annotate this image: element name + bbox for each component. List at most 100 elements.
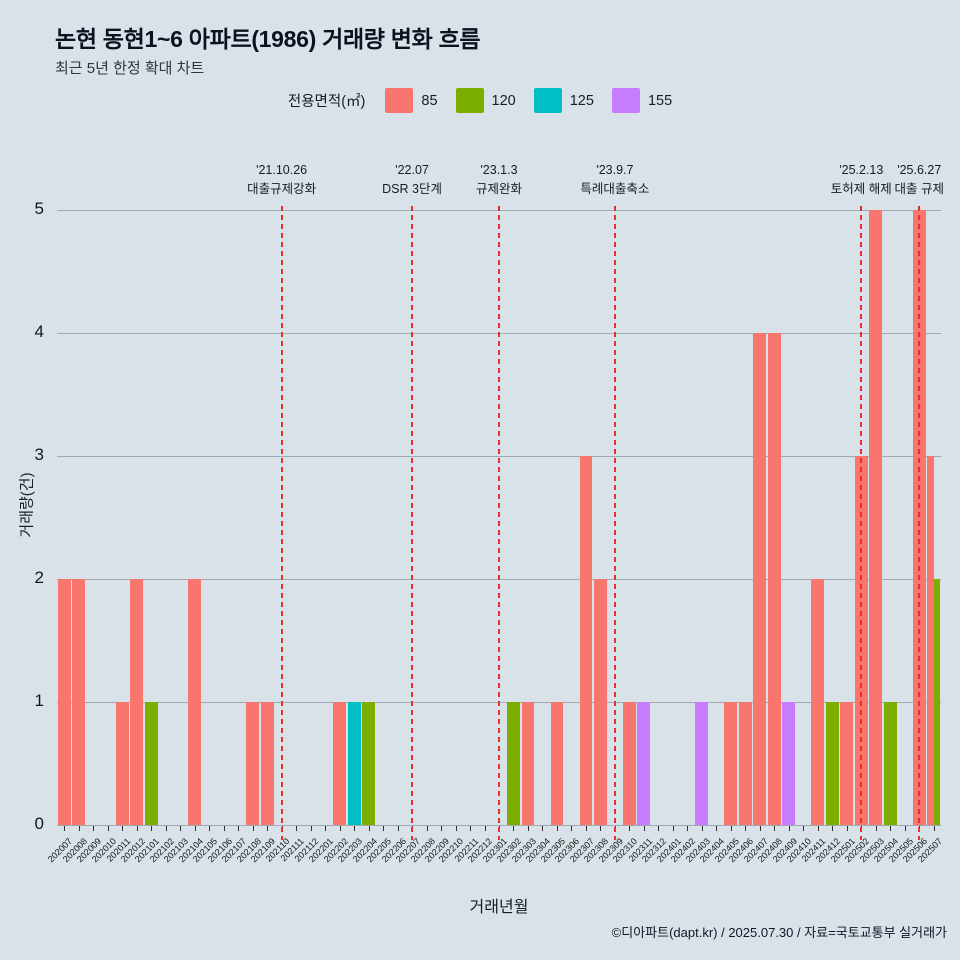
event-line-202502 <box>860 206 863 840</box>
event-date: '22.07 <box>395 163 429 177</box>
legend-item-120: 120 <box>455 88 516 113</box>
y-tick-label-0: 0 <box>34 814 44 833</box>
x-tick-202007 <box>64 826 66 831</box>
x-tick-202106 <box>223 826 225 831</box>
x-tick-202205 <box>383 826 385 831</box>
x-tick-202206 <box>397 826 399 831</box>
y-tick-label-4: 4 <box>34 322 44 341</box>
event-annotation-202301: '23.1.3 규제완화 <box>389 161 609 199</box>
x-tick-202312 <box>658 826 660 831</box>
legend-swatch-125 <box>533 88 562 113</box>
x-tick-202111 <box>296 826 298 831</box>
x-tick-202211 <box>470 826 472 831</box>
x-tick-202311 <box>643 826 645 831</box>
x-axis-title: 거래년월 <box>469 899 529 916</box>
x-tick-202503 <box>875 826 877 831</box>
x-tick-202102 <box>165 826 167 831</box>
x-tick-202303 <box>527 826 529 831</box>
x-tick-202406 <box>745 826 747 831</box>
x-tick-202504 <box>890 826 892 831</box>
bar-202203-125 <box>347 702 361 825</box>
x-tick-202307 <box>585 826 587 831</box>
x-tick-202009 <box>93 826 95 831</box>
legend-item-125: 125 <box>533 88 594 113</box>
y-tick-label-2: 2 <box>34 568 44 587</box>
bar-202104-85 <box>188 579 202 825</box>
x-tick-202501 <box>846 826 848 831</box>
bar-202109-85 <box>260 702 274 825</box>
event-line-202301 <box>498 206 500 840</box>
event-label: 대출 규제 <box>894 182 944 196</box>
x-tick-202101 <box>151 826 153 831</box>
x-tick-202407 <box>759 826 761 831</box>
bar-202311-155 <box>637 702 651 825</box>
event-date: '23.1.3 <box>480 163 518 177</box>
bar-202101-120 <box>144 702 158 825</box>
page-title: 논현 동현1~6 아파트(1986) 거래량 변화 흐름 <box>55 26 481 52</box>
x-tick-202203 <box>354 826 356 831</box>
event-line-202506 <box>918 206 921 840</box>
x-tick-202310 <box>629 826 631 831</box>
bar-202507-120 <box>933 579 941 825</box>
bar-202412-120 <box>825 702 839 825</box>
x-tick-202212 <box>484 826 486 831</box>
legend-item-label: 85 <box>421 92 438 109</box>
x-tick-202108 <box>252 826 254 831</box>
x-tick-202401 <box>672 826 674 831</box>
x-tick-202011 <box>122 826 124 831</box>
event-date: '21.10.26 <box>256 163 308 177</box>
event-label: DSR 3단계 <box>382 182 442 196</box>
legend-title: 전용면적(㎡) <box>287 94 366 110</box>
x-tick-202104 <box>194 826 196 831</box>
bar-202406-85 <box>738 702 752 825</box>
x-tick-202412 <box>832 826 834 831</box>
y-tick-label-1: 1 <box>34 691 44 710</box>
bar-202409-155 <box>782 702 796 825</box>
bar-202407-85 <box>753 333 767 825</box>
event-annotation-202309: '23.9.7 특례대출축소 <box>505 161 725 199</box>
legend-item-label: 120 <box>491 92 516 109</box>
bar-202408-85 <box>767 333 781 825</box>
bar-202504-120 <box>883 702 897 825</box>
bar-202303-85 <box>521 702 535 825</box>
legend-items: 85 120 125 155 <box>385 88 672 113</box>
x-tick-202202 <box>339 826 341 831</box>
x-tick-202302 <box>513 826 515 831</box>
bar-202310-85 <box>622 702 636 825</box>
x-tick-202402 <box>687 826 689 831</box>
event-label: 특례대출축소 <box>580 182 650 196</box>
event-date: '25.2.13 <box>839 163 884 177</box>
source-caption: ©디아파트(dapt.kr) / 2025.07.30 / 자료=국토교통부 실… <box>611 925 947 940</box>
x-tick-202305 <box>556 826 558 831</box>
x-tick-202209 <box>441 826 443 831</box>
legend: 전용면적(㎡) 85 120 125 155 <box>0 88 960 113</box>
bar-202503-85 <box>869 210 883 825</box>
x-tick-202409 <box>788 826 790 831</box>
x-tick-202405 <box>730 826 732 831</box>
x-tick-202103 <box>180 826 182 831</box>
legend-item-85: 85 <box>385 88 438 113</box>
y-axis-title: 거래량(건) <box>18 472 36 538</box>
bar-202007-85 <box>57 579 71 825</box>
x-tick-202404 <box>716 826 718 831</box>
bar-202405-85 <box>724 702 738 825</box>
x-tick-202304 <box>542 826 544 831</box>
event-annotation-202502: '25.2.13 토허제 해제 <box>751 161 960 199</box>
x-tick-202112 <box>310 826 312 831</box>
x-tick-202403 <box>701 826 703 831</box>
bar-202501-85 <box>840 702 854 825</box>
x-tick-202505 <box>904 826 906 831</box>
x-tick-202204 <box>368 826 370 831</box>
x-tick-202008 <box>78 826 80 831</box>
legend-item-155: 155 <box>611 88 672 113</box>
event-label: 대출규제강화 <box>247 182 317 196</box>
legend-swatch-155 <box>611 88 640 113</box>
x-tick-202507 <box>933 826 935 831</box>
event-date: '25.6.27 <box>897 163 942 177</box>
x-tick-202107 <box>238 826 240 831</box>
event-label: 규제완화 <box>475 182 522 196</box>
x-tick-202306 <box>571 826 573 831</box>
event-annotation-202110: '21.10.26 대출규제강화 <box>172 161 392 199</box>
event-line-202207 <box>411 206 414 840</box>
bar-202302-120 <box>507 702 520 825</box>
